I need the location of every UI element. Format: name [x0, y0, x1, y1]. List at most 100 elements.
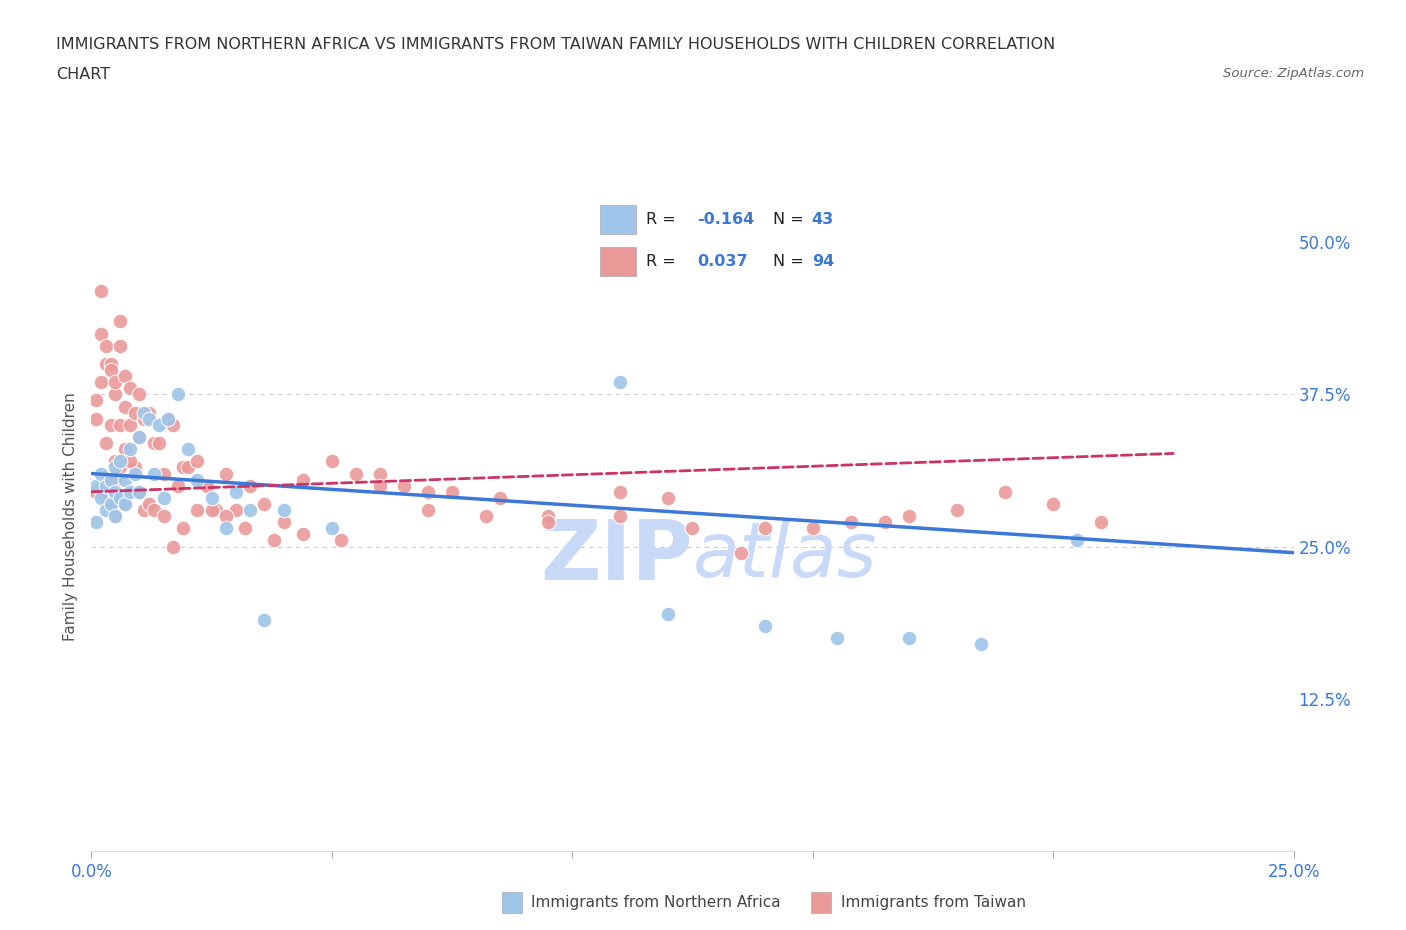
Point [84, 515, 107, 530]
Point [138, 411, 160, 426]
Point [128, 485, 150, 499]
Point [142, 466, 165, 481]
Point [657, 606, 679, 621]
Point [186, 454, 208, 469]
Point [114, 442, 136, 457]
Point [321, 454, 343, 469]
Point [138, 497, 160, 512]
Point [263, 533, 285, 548]
Point [104, 485, 127, 499]
Point [897, 509, 920, 524]
Point [994, 485, 1017, 499]
Point [100, 363, 122, 378]
Point [609, 509, 631, 524]
Point [239, 478, 262, 493]
Point [537, 515, 560, 530]
Point [1090, 515, 1112, 530]
Point [100, 356, 122, 371]
Point [104, 472, 127, 487]
Point [239, 502, 262, 517]
Point [128, 430, 150, 445]
Point [114, 368, 136, 383]
Point [291, 472, 314, 487]
Point [148, 418, 170, 432]
Point [416, 502, 439, 517]
Point [94, 490, 117, 505]
Point [118, 442, 141, 457]
Point [1066, 533, 1088, 548]
Point [291, 527, 314, 542]
Point [90, 466, 112, 481]
FancyBboxPatch shape [811, 892, 831, 912]
Point [84, 485, 107, 499]
Point [110, 454, 132, 469]
Point [110, 490, 132, 505]
Point [440, 485, 463, 499]
Point [124, 405, 146, 420]
Point [128, 485, 150, 499]
Point [84, 411, 107, 426]
Point [90, 375, 112, 390]
Point [110, 339, 132, 353]
Point [201, 490, 224, 505]
Point [114, 497, 136, 512]
Point [94, 356, 117, 371]
Point [201, 502, 224, 517]
Point [195, 478, 218, 493]
Point [94, 339, 117, 353]
Text: CHART: CHART [56, 67, 110, 82]
Point [368, 466, 391, 481]
Point [839, 515, 862, 530]
Point [128, 430, 150, 445]
Text: Immigrants from Taiwan: Immigrants from Taiwan [841, 895, 1026, 910]
Point [94, 478, 117, 493]
Point [537, 509, 560, 524]
Point [118, 454, 141, 469]
Point [730, 545, 752, 560]
Point [873, 515, 896, 530]
Point [172, 460, 194, 475]
Point [897, 631, 920, 645]
Point [489, 490, 512, 505]
Point [162, 539, 184, 554]
Text: Source: ZipAtlas.com: Source: ZipAtlas.com [1223, 67, 1364, 80]
Point [321, 521, 343, 536]
Point [167, 387, 190, 402]
Point [233, 521, 256, 536]
Point [90, 490, 112, 505]
Point [970, 636, 993, 651]
Point [205, 502, 228, 517]
Point [609, 485, 631, 499]
Point [90, 284, 112, 299]
Point [392, 478, 415, 493]
Point [215, 509, 238, 524]
Point [946, 502, 969, 517]
Point [124, 466, 146, 481]
Point [273, 515, 295, 530]
Point [1042, 497, 1064, 512]
Point [273, 502, 295, 517]
Point [134, 411, 156, 426]
Point [118, 418, 141, 432]
Point [104, 375, 127, 390]
Point [152, 466, 174, 481]
Point [104, 509, 127, 524]
Point [142, 435, 165, 450]
Point [176, 460, 198, 475]
Point [825, 631, 848, 645]
Point [186, 502, 208, 517]
Point [330, 533, 353, 548]
Point [100, 472, 122, 487]
Point [100, 497, 122, 512]
Text: IMMIGRANTS FROM NORTHERN AFRICA VS IMMIGRANTS FROM TAIWAN FAMILY HOUSEHOLDS WITH: IMMIGRANTS FROM NORTHERN AFRICA VS IMMIG… [56, 37, 1056, 52]
Text: ZIP: ZIP [540, 516, 692, 597]
Point [100, 497, 122, 512]
Point [104, 454, 127, 469]
Point [124, 485, 146, 499]
Point [114, 497, 136, 512]
Point [114, 399, 136, 414]
Point [104, 460, 127, 475]
Point [84, 478, 107, 493]
Point [225, 502, 247, 517]
Point [176, 442, 198, 457]
